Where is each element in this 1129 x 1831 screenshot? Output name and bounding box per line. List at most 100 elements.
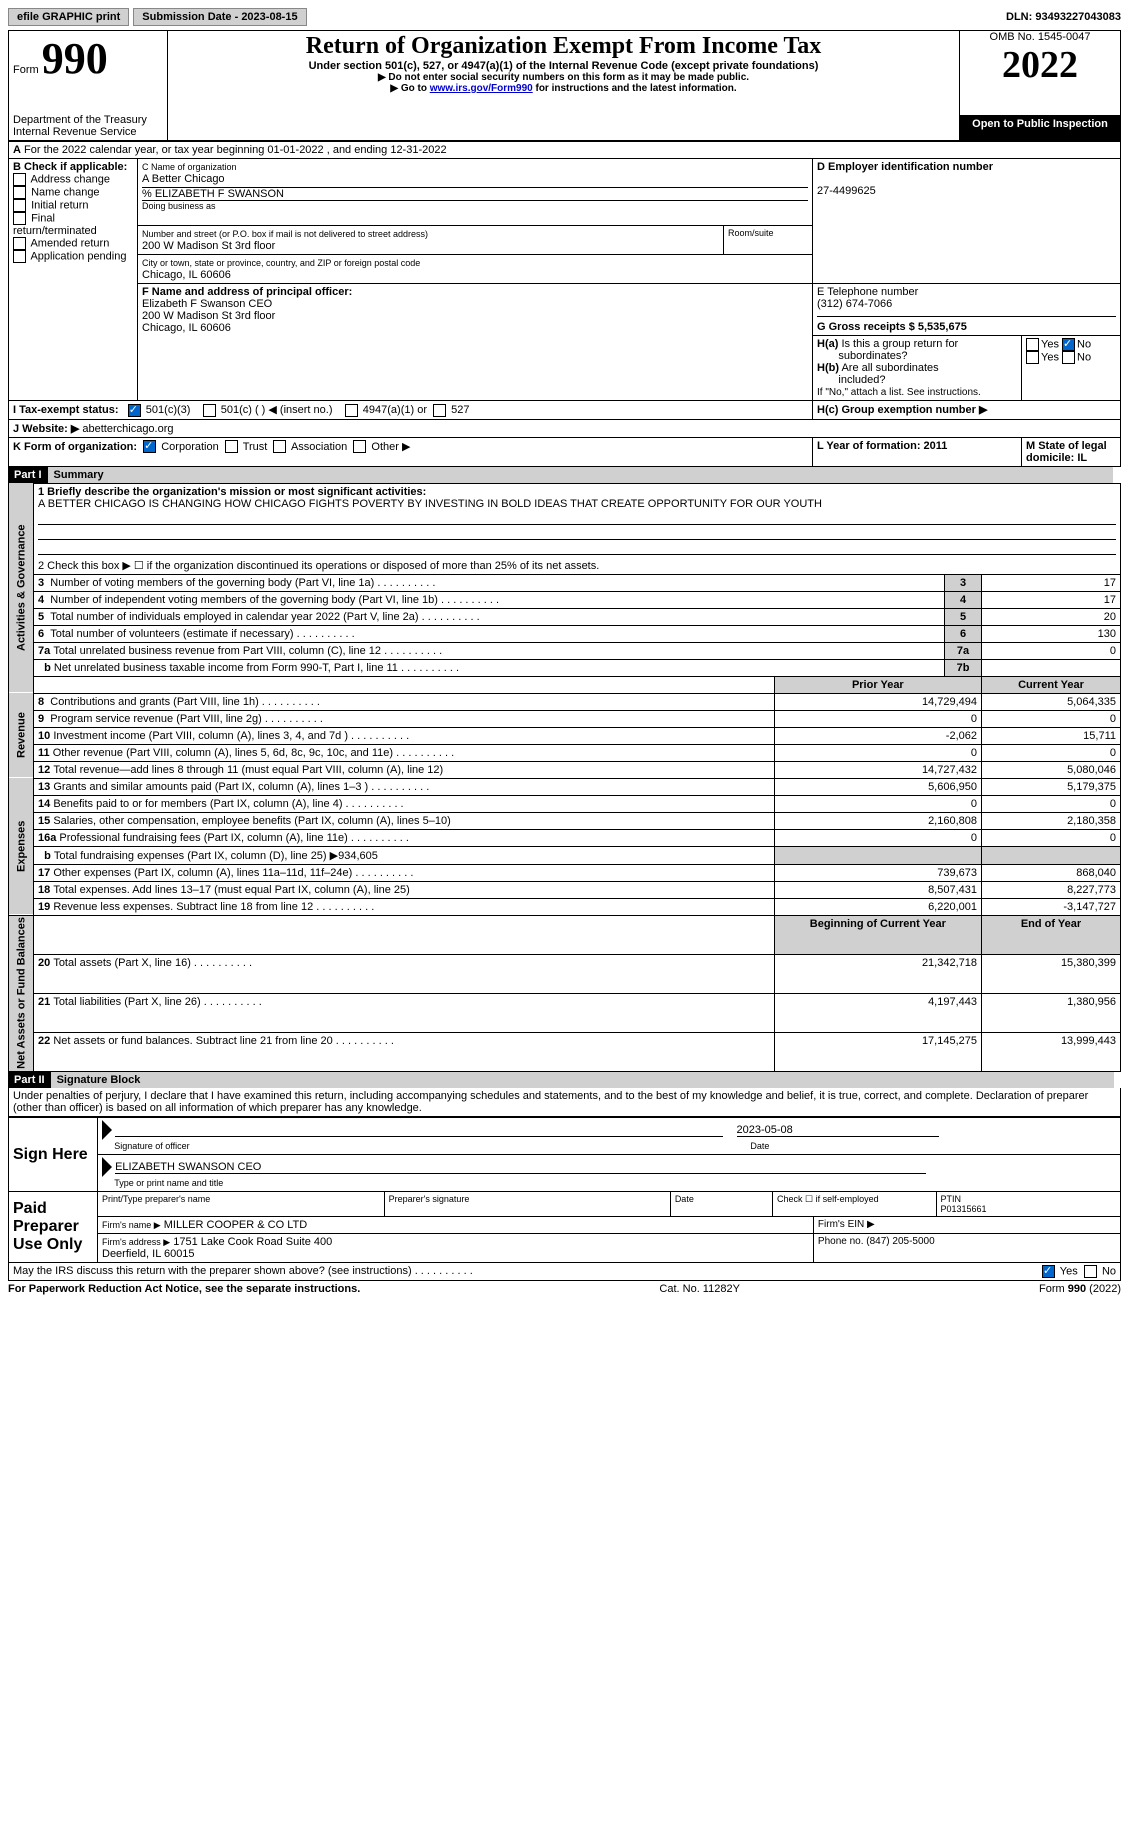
initial-return-checkbox[interactable] xyxy=(13,199,26,212)
side-net: Net Assets or Fund Balances xyxy=(9,915,34,1072)
part2-header: Part IISignature Block xyxy=(8,1072,1121,1088)
form-number: 990 xyxy=(42,34,108,83)
k-trust[interactable] xyxy=(225,440,238,453)
instruction-1: ▶ Do not enter social security numbers o… xyxy=(172,72,955,83)
org-name: A Better Chicago xyxy=(142,173,225,185)
line10-label: 10 Investment income (Part VIII, column … xyxy=(34,727,775,744)
line6-label: 6 Total number of volunteers (estimate i… xyxy=(34,625,945,642)
open-to-public: Open to Public Inspection xyxy=(960,115,1121,140)
i-4947[interactable] xyxy=(345,404,358,417)
firm-phone: Phone no. (847) 205-5000 xyxy=(813,1234,1120,1262)
line4-val: 17 xyxy=(982,591,1121,608)
line16b-label: b Total fundraising expenses (Part IX, c… xyxy=(34,846,775,864)
line4-label: 4 Number of independent voting members o… xyxy=(34,591,945,608)
hb-yes[interactable] xyxy=(1026,351,1039,364)
b-label: B Check if applicable: xyxy=(13,161,127,173)
g-gross-receipts: G Gross receipts $ 5,535,675 xyxy=(817,321,967,333)
section-a: A For the 2022 calendar year, or tax yea… xyxy=(8,141,1121,467)
signature-table: Sign Here 2023-05-08 Signature of office… xyxy=(8,1117,1121,1281)
sig-arrow-2 xyxy=(102,1157,112,1177)
form990-link[interactable]: www.irs.gov/Form990 xyxy=(430,83,533,94)
sig-arrow xyxy=(102,1120,112,1140)
line7a-val: 0 xyxy=(982,642,1121,659)
name-change-checkbox[interactable] xyxy=(13,186,26,199)
c-label: C Name of organization xyxy=(142,162,237,172)
submission-date: Submission Date - 2023-08-15 xyxy=(133,8,306,26)
irs-label: Internal Revenue Service xyxy=(13,126,163,138)
line19-label: 19 Revenue less expenses. Subtract line … xyxy=(34,898,775,915)
typed-name: ELIZABETH SWANSON CEO xyxy=(115,1161,926,1174)
may-irs-no[interactable] xyxy=(1084,1265,1097,1278)
tax-year-line: A For the 2022 calendar year, or tax yea… xyxy=(9,142,1121,159)
sign-here: Sign Here xyxy=(9,1118,98,1192)
efile-button[interactable]: efile GRAPHIC print xyxy=(8,8,129,26)
firm-name: MILLER COOPER & CO LTD xyxy=(164,1219,307,1231)
mission-text: A BETTER CHICAGO IS CHANGING HOW CHICAGO… xyxy=(38,498,822,510)
k-assoc[interactable] xyxy=(273,440,286,453)
line16a-label: 16a Professional fundraising fees (Part … xyxy=(34,829,775,846)
care-of: % ELIZABETH F SWANSON xyxy=(142,188,284,200)
footer: For Paperwork Reduction Act Notice, see … xyxy=(8,1281,1121,1297)
line18-label: 18 Total expenses. Add lines 13–17 (must… xyxy=(34,881,775,898)
form-label: Form xyxy=(13,64,39,76)
street-address: 200 W Madison St 3rd floor xyxy=(142,240,275,252)
ha-no[interactable] xyxy=(1062,338,1075,351)
dln: DLN: 93493227043083 xyxy=(1006,11,1121,23)
line11-label: 11 Other revenue (Part VIII, column (A),… xyxy=(34,744,775,761)
part1-header: Part ISummary xyxy=(8,467,1121,483)
may-irs-discuss: May the IRS discuss this return with the… xyxy=(13,1265,473,1277)
tax-year: 2022 xyxy=(960,43,1120,87)
e-label: E Telephone number xyxy=(817,286,918,298)
telephone: (312) 674-7066 xyxy=(817,298,892,310)
hc-label: H(c) Group exemption number ▶ xyxy=(817,404,987,416)
line7b-label: b Net unrelated business taxable income … xyxy=(34,659,945,676)
paid-preparer-label: Paid Preparer Use Only xyxy=(9,1192,98,1263)
i-501c3[interactable] xyxy=(128,404,141,417)
side-rev: Revenue xyxy=(9,693,34,778)
k-other[interactable] xyxy=(353,440,366,453)
addr-change-checkbox[interactable] xyxy=(13,173,26,186)
omb-number: OMB No. 1545-0047 xyxy=(960,31,1120,43)
ha-yes[interactable] xyxy=(1026,338,1039,351)
form-title: Return of Organization Exempt From Incom… xyxy=(172,33,955,60)
i-527[interactable] xyxy=(433,404,446,417)
f-label: F Name and address of principal officer: xyxy=(142,286,352,298)
line17-label: 17 Other expenses (Part IX, column (A), … xyxy=(34,864,775,881)
l-year-formation: L Year of formation: 2011 xyxy=(813,437,1022,466)
i-501c[interactable] xyxy=(203,404,216,417)
k-corp[interactable] xyxy=(143,440,156,453)
final-return-checkbox[interactable] xyxy=(13,212,26,225)
part1-table: Activities & Governance 1 Briefly descri… xyxy=(8,483,1121,1073)
d-label: D Employer identification number xyxy=(817,161,993,173)
dept-treasury: Department of the Treasury xyxy=(13,114,163,126)
line8-label: 8 Contributions and grants (Part VIII, l… xyxy=(34,693,775,710)
declaration: Under penalties of perjury, I declare th… xyxy=(8,1088,1121,1117)
line3-val: 17 xyxy=(982,574,1121,591)
line6-val: 130 xyxy=(982,625,1121,642)
j-label: J Website: ▶ xyxy=(13,423,79,435)
pra-notice: For Paperwork Reduction Act Notice, see … xyxy=(8,1283,360,1295)
principal-officer: Elizabeth F Swanson CEO 200 W Madison St… xyxy=(142,298,275,334)
header-table: Form 990 Department of the Treasury Inte… xyxy=(8,30,1121,141)
website: abetterchicago.org xyxy=(82,423,173,435)
dba-label: Doing business as xyxy=(142,200,808,211)
i-label: I Tax-exempt status: xyxy=(13,404,119,416)
sig-date: 2023-05-08 xyxy=(737,1124,940,1137)
line9-label: 9 Program service revenue (Part VIII, li… xyxy=(34,710,775,727)
side-exp: Expenses xyxy=(9,778,34,915)
line8-prior: 14,729,494 xyxy=(774,693,981,710)
amended-checkbox[interactable] xyxy=(13,237,26,250)
may-irs-yes[interactable] xyxy=(1042,1265,1055,1278)
hb-no[interactable] xyxy=(1062,351,1075,364)
ptin: P01315661 xyxy=(941,1204,987,1214)
side-ag: Activities & Governance xyxy=(9,483,34,693)
k-label: K Form of organization: xyxy=(13,441,137,453)
app-pending-checkbox[interactable] xyxy=(13,250,26,263)
cat-no: Cat. No. 11282Y xyxy=(659,1283,740,1295)
firm-ein-label: Firm's EIN ▶ xyxy=(813,1217,1120,1233)
line21-label: 21 Total liabilities (Part X, line 26) xyxy=(34,994,775,1033)
line7b-val xyxy=(982,659,1121,676)
line2: 2 Check this box ▶ ☐ if the organization… xyxy=(34,557,1121,575)
m-state-domicile: M State of legal domicile: IL xyxy=(1022,437,1121,466)
line5-val: 20 xyxy=(982,608,1121,625)
